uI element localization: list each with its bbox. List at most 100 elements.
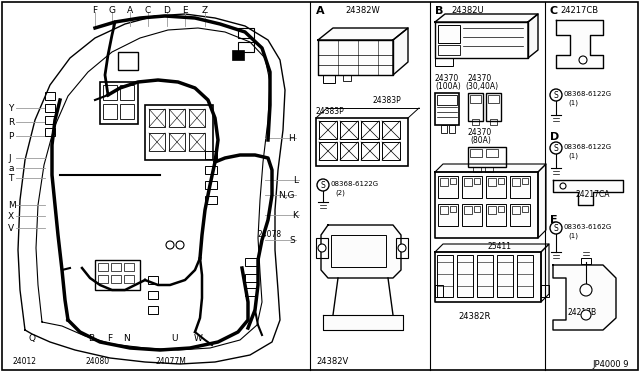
Polygon shape <box>393 28 408 75</box>
Text: a: a <box>8 164 13 173</box>
Bar <box>450 178 456 184</box>
Bar <box>189 133 205 151</box>
Text: 24383P: 24383P <box>316 107 345 116</box>
Bar <box>437 255 453 297</box>
Bar <box>124 275 134 283</box>
Text: (1): (1) <box>568 99 578 106</box>
Bar <box>464 206 472 214</box>
Text: F: F <box>108 334 113 343</box>
Bar <box>438 45 460 55</box>
Polygon shape <box>435 244 549 252</box>
Bar <box>149 109 165 127</box>
Polygon shape <box>318 28 408 40</box>
Bar <box>205 181 217 189</box>
Bar <box>498 178 504 184</box>
Circle shape <box>580 284 592 296</box>
Text: M: M <box>8 201 16 209</box>
Bar <box>95 260 140 290</box>
Text: 25411: 25411 <box>488 242 512 251</box>
Bar <box>510 176 530 198</box>
Polygon shape <box>435 172 538 238</box>
Bar <box>468 147 506 167</box>
Bar <box>435 93 459 125</box>
Bar <box>498 206 504 212</box>
Bar <box>319 142 337 160</box>
Bar <box>340 142 358 160</box>
Text: D: D <box>550 132 559 142</box>
Polygon shape <box>435 22 528 58</box>
Bar <box>343 75 351 81</box>
Bar <box>103 104 117 119</box>
Polygon shape <box>556 20 603 68</box>
Bar <box>485 167 493 172</box>
Bar <box>473 167 481 172</box>
Text: Z: Z <box>202 6 208 15</box>
Circle shape <box>550 142 562 154</box>
Bar <box>488 178 496 186</box>
Bar <box>118 52 138 70</box>
Bar <box>474 206 480 212</box>
Bar <box>437 95 457 105</box>
Text: 24382W: 24382W <box>345 6 380 15</box>
Polygon shape <box>435 14 538 22</box>
Bar <box>438 176 458 198</box>
Text: 24382R: 24382R <box>458 312 490 321</box>
Bar <box>438 204 458 226</box>
Bar <box>462 176 482 198</box>
Text: 24370: 24370 <box>468 128 492 137</box>
Bar <box>486 149 498 157</box>
Bar <box>45 128 55 136</box>
Text: S: S <box>554 90 558 99</box>
Polygon shape <box>323 315 403 330</box>
Bar <box>148 306 158 314</box>
Bar <box>148 276 158 284</box>
Bar <box>457 255 473 297</box>
Text: R: R <box>8 118 14 126</box>
Bar <box>512 178 520 186</box>
Bar <box>148 291 158 299</box>
Text: 24080: 24080 <box>85 357 109 366</box>
Text: F: F <box>92 6 97 15</box>
Bar <box>488 206 496 214</box>
Bar <box>331 235 386 267</box>
Text: N: N <box>123 334 129 343</box>
Text: N,G: N,G <box>278 190 295 199</box>
Polygon shape <box>541 244 549 302</box>
Bar <box>462 204 482 226</box>
Polygon shape <box>528 14 538 58</box>
Bar <box>98 263 108 271</box>
Bar <box>169 133 185 151</box>
Bar <box>522 178 528 184</box>
Bar <box>449 125 455 133</box>
Polygon shape <box>553 265 616 330</box>
Bar <box>468 93 483 121</box>
Bar <box>440 206 448 214</box>
Bar <box>497 255 513 297</box>
Bar <box>238 42 254 52</box>
Bar <box>238 28 254 38</box>
Text: 24217CA: 24217CA <box>576 190 611 199</box>
Text: S: S <box>321 180 325 189</box>
Bar <box>486 204 506 226</box>
Text: 24217CB: 24217CB <box>560 6 598 15</box>
Bar <box>361 121 379 139</box>
Bar <box>120 85 134 100</box>
Bar <box>450 206 456 212</box>
Bar <box>522 206 528 212</box>
Bar <box>145 105 213 160</box>
Text: (1): (1) <box>568 232 578 238</box>
Text: (1): (1) <box>568 152 578 158</box>
Circle shape <box>550 222 562 234</box>
Bar <box>319 121 337 139</box>
Bar <box>98 275 108 283</box>
Text: J: J <box>8 154 11 163</box>
Text: G: G <box>109 6 115 15</box>
Polygon shape <box>538 164 546 238</box>
Bar <box>361 142 379 160</box>
Text: X: X <box>8 212 14 221</box>
Bar <box>382 142 400 160</box>
Circle shape <box>581 310 591 320</box>
Bar <box>45 116 55 124</box>
Text: 08368-6122G: 08368-6122G <box>331 181 379 187</box>
Bar <box>440 178 448 186</box>
